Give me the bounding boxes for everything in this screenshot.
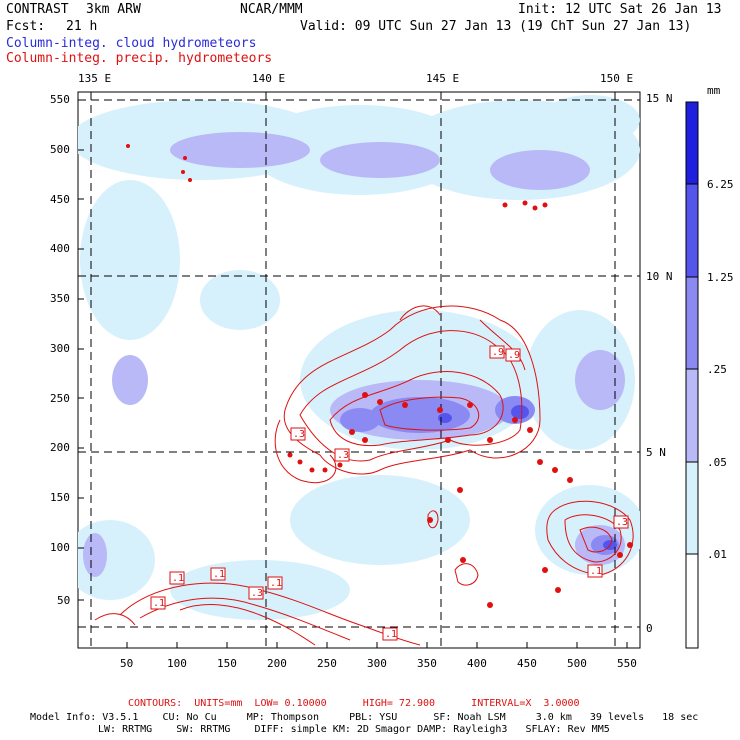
precip-legend: Column-integ. precip. hydrometeors <box>6 51 273 66</box>
colorbar-label: .05 <box>707 456 727 469</box>
x-tick-label: 450 <box>517 657 537 670</box>
colorbar-swatch <box>685 461 699 555</box>
product-title: CONTRAST <box>6 2 69 17</box>
contour-label: .1 <box>153 598 166 609</box>
contour-label: .3 <box>251 588 264 599</box>
y-tick-label: 550 <box>50 93 70 106</box>
x-tick-label: 400 <box>467 657 487 670</box>
contour-label: .1 <box>213 569 226 580</box>
x-tick-label: 200 <box>267 657 287 670</box>
colorbar-label: 1.25 <box>707 271 734 284</box>
colorbar-swatch <box>685 101 699 185</box>
contour-label: .3 <box>293 429 306 440</box>
y-tick-label: 500 <box>50 143 70 156</box>
model-info-line-2: LW: RRTMG SW: RRTMG DIFF: simple KM: 2D … <box>98 724 610 735</box>
lat-lon-grid <box>78 92 640 648</box>
y-tick-label: 450 <box>50 193 70 206</box>
y-tick-label: 50 <box>57 594 71 607</box>
lat-label: 10 N <box>646 270 673 283</box>
contour-label: .9 <box>508 350 521 361</box>
valid-time: Valid: 09 UTC Sun 27 Jan 13 (19 ChT Sun … <box>300 19 692 34</box>
contour-label: .9 <box>492 347 505 358</box>
colorbar-swatch <box>685 276 699 370</box>
lon-label: 135 E <box>78 72 112 85</box>
x-tick-label: 100 <box>167 657 187 670</box>
x-tick-label: 250 <box>317 657 337 670</box>
contour-label: .1 <box>270 578 283 589</box>
y-tick-label: 350 <box>50 292 70 305</box>
x-tick-label: 50 <box>120 657 134 670</box>
contour-label: .1 <box>385 629 398 640</box>
contour-label: .1 <box>590 566 603 577</box>
colorbar-unit: mm <box>707 84 721 97</box>
contours-info: CONTOURS: UNITS=mm LOW= 0.10000 HIGH= 72… <box>128 698 580 709</box>
y-tick-label: 150 <box>50 491 70 504</box>
colorbar <box>685 101 699 649</box>
contour-label: .3 <box>337 450 350 461</box>
cloud-legend: Column-integ. cloud hydrometeors <box>6 36 257 51</box>
x-tick-label: 150 <box>217 657 237 670</box>
lon-label: 150 E <box>600 72 634 85</box>
x-tick-label: 350 <box>417 657 437 670</box>
y-tick-label: 100 <box>50 541 70 554</box>
model-info-line-1: Model Info: V3.5.1 CU: No Cu MP: Thompso… <box>30 712 699 723</box>
model-label: 3km ARW <box>86 2 141 17</box>
y-tick-label: 300 <box>50 342 70 355</box>
colorbar-swatch <box>685 183 699 278</box>
contour-label: .1 <box>172 573 185 584</box>
lat-label: 0 <box>646 622 653 635</box>
contour-label-boxes <box>150 345 629 641</box>
colorbar-swatch <box>685 553 699 649</box>
forecast-label: Fcst: <box>6 19 46 34</box>
init-time: Init: 12 UTC Sat 26 Jan 13 <box>518 2 722 17</box>
precip-contours <box>94 305 634 646</box>
colorbar-label: .25 <box>707 363 727 376</box>
colorbar-label: 6.25 <box>707 178 734 191</box>
contour-label: .3 <box>616 517 629 528</box>
lat-label: 15 N <box>646 92 673 105</box>
lon-label: 145 E <box>426 72 460 85</box>
y-tick-label: 250 <box>50 392 70 405</box>
precip-dots <box>126 144 633 608</box>
colorbar-swatch <box>685 368 699 463</box>
y-tick-label: 200 <box>50 441 70 454</box>
forecast-hour: 21 h <box>66 19 98 34</box>
lat-label: 5 N <box>646 446 666 459</box>
x-tick-label: 300 <box>367 657 387 670</box>
y-tick-label: 400 <box>50 242 70 255</box>
cloud-dense-shading <box>340 396 619 555</box>
axis-ticks <box>78 99 628 648</box>
colorbar-label: .01 <box>707 548 727 561</box>
lon-label: 140 E <box>252 72 286 85</box>
x-tick-label: 500 <box>567 657 587 670</box>
x-tick-label: 550 <box>617 657 637 670</box>
org-label: NCAR/MMM <box>240 2 303 17</box>
